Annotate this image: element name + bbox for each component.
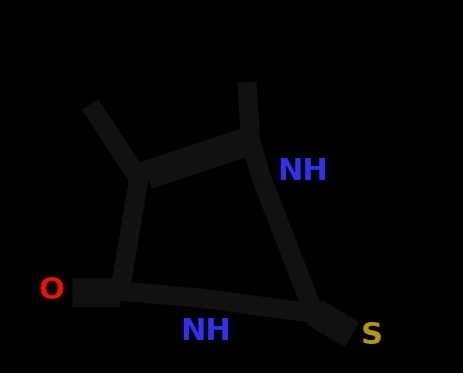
Text: O: O <box>38 276 64 305</box>
Text: NH: NH <box>180 317 231 346</box>
Text: S: S <box>360 321 382 350</box>
Text: NH: NH <box>276 157 327 186</box>
